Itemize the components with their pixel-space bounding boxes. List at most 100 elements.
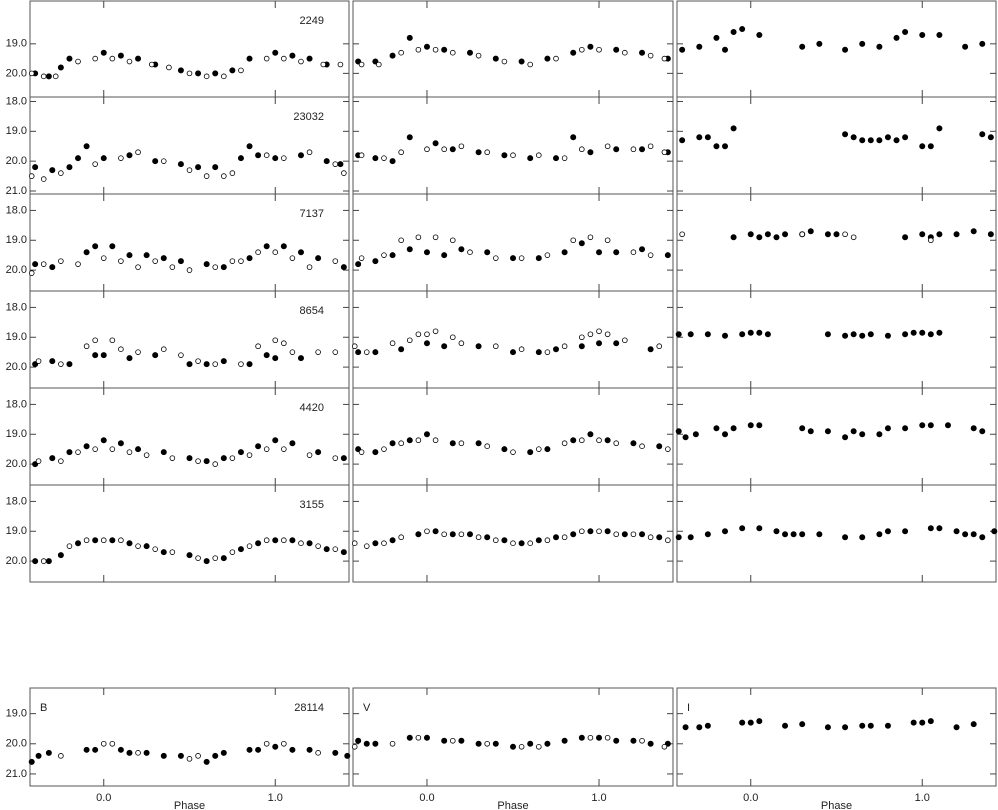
open-point — [604, 734, 611, 741]
open-point — [186, 267, 193, 273]
filled-point — [177, 67, 184, 74]
filled-point — [756, 31, 763, 38]
filled-point — [297, 152, 304, 159]
filled-point — [229, 67, 236, 74]
y-tick-label: 20.0 — [6, 361, 27, 373]
open-point — [332, 546, 339, 552]
filled-point — [535, 537, 542, 544]
open-point — [415, 437, 422, 444]
filled-point — [962, 531, 969, 538]
filled-point — [272, 155, 279, 162]
filled-point — [372, 449, 379, 456]
filled-point — [186, 552, 193, 559]
open-point — [281, 340, 287, 347]
open-point — [579, 46, 585, 53]
open-point — [75, 449, 81, 455]
filled-point — [160, 449, 167, 456]
open-point — [432, 437, 439, 444]
filled-point — [850, 134, 857, 141]
x-axis-label: Phase — [497, 800, 528, 810]
filled-point — [842, 724, 849, 731]
filled-point — [970, 228, 977, 235]
filled-point — [255, 746, 262, 753]
filled-point — [647, 346, 654, 353]
filled-point — [306, 55, 313, 62]
open-point — [195, 753, 201, 759]
filled-point — [32, 261, 39, 268]
filled-point — [859, 137, 866, 144]
filled-point — [389, 52, 396, 59]
open-point — [298, 540, 304, 546]
filled-point — [578, 343, 585, 350]
filled-point — [927, 525, 934, 532]
open-point — [58, 170, 64, 176]
open-point — [661, 55, 668, 62]
filled-point — [782, 722, 789, 729]
open-point — [212, 555, 219, 561]
filled-point — [927, 422, 934, 429]
filled-point — [255, 152, 262, 159]
x-tick-label: 0.0 — [96, 792, 111, 804]
open-point — [492, 255, 499, 261]
open-point — [561, 534, 568, 541]
star-id: 2249 — [300, 15, 324, 27]
filled-point — [722, 143, 729, 150]
filled-point — [756, 329, 763, 336]
filled-point — [876, 137, 883, 144]
open-point — [561, 155, 568, 161]
filled-point — [687, 534, 694, 541]
filled-point — [332, 749, 339, 756]
star-id: 23032 — [293, 111, 324, 123]
filled-point — [203, 758, 210, 765]
filled-point — [92, 537, 99, 544]
panel: 0.0 1.0 Phase V — [351, 687, 674, 810]
filled-point — [987, 134, 994, 141]
panel — [676, 193, 997, 292]
open-point — [561, 440, 568, 447]
y-tick-label: 19.0 — [6, 38, 27, 50]
open-point — [536, 152, 542, 159]
filled-point — [340, 549, 347, 556]
filled-point — [441, 343, 448, 350]
filled-point — [910, 719, 917, 726]
filled-point — [867, 331, 874, 338]
open-point — [58, 458, 64, 464]
open-point — [850, 234, 857, 241]
filled-point — [449, 531, 456, 538]
open-point — [118, 537, 124, 544]
y-tick-label: 21.0 — [6, 768, 27, 780]
filled-point — [126, 749, 133, 756]
filled-point — [927, 718, 934, 725]
filled-point — [475, 149, 482, 156]
filled-point — [639, 531, 646, 538]
open-point — [332, 258, 339, 264]
filled-point — [501, 152, 508, 159]
filled-point — [722, 528, 729, 535]
open-point — [281, 537, 287, 544]
filled-point — [902, 528, 909, 535]
filled-point — [389, 537, 396, 544]
open-point — [332, 349, 339, 355]
open-point — [28, 270, 35, 276]
filled-point — [423, 431, 430, 438]
panel — [352, 96, 674, 195]
y-tick-label: 21.0 — [6, 185, 27, 197]
filled-point — [272, 437, 279, 444]
filled-point — [484, 534, 491, 541]
open-point — [441, 531, 447, 538]
open-point — [289, 255, 296, 261]
open-point — [118, 155, 124, 161]
filled-point — [501, 446, 508, 453]
filled-point — [143, 543, 150, 550]
filled-point — [423, 249, 430, 256]
open-point — [842, 231, 848, 238]
open-point — [135, 349, 141, 355]
open-point — [570, 237, 577, 244]
open-point — [263, 152, 270, 159]
open-point — [398, 49, 404, 56]
open-point — [152, 258, 158, 264]
filled-point — [246, 746, 253, 753]
filled-point — [756, 234, 763, 241]
filled-point — [492, 740, 499, 747]
open-point — [100, 740, 107, 747]
